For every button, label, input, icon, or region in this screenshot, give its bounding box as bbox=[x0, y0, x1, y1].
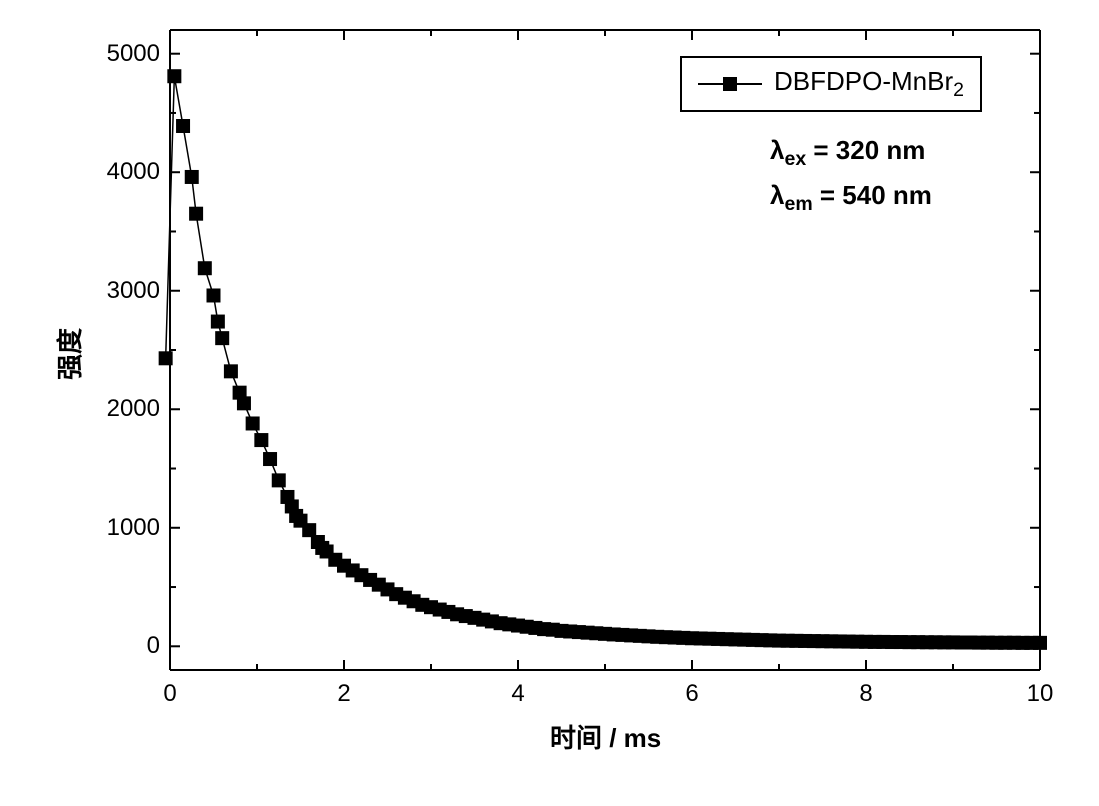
y-tick-label: 4000 bbox=[80, 158, 160, 186]
legend-label: DBFDPO-MnBr2 bbox=[774, 66, 964, 102]
y-tick-label: 3000 bbox=[80, 277, 160, 305]
annotation-0: λex = 320 nm bbox=[770, 135, 925, 171]
x-tick-label: 4 bbox=[498, 680, 538, 708]
x-tick-label: 6 bbox=[672, 680, 712, 708]
y-axis-label: 强度 bbox=[50, 328, 87, 380]
x-tick-label: 0 bbox=[150, 680, 190, 708]
y-tick-label: 5000 bbox=[80, 40, 160, 68]
legend-line-icon bbox=[698, 83, 762, 85]
legend-marker-icon bbox=[723, 77, 737, 91]
decay-chart: 强度 时间 / ms DBFDPO-MnBr2 λex = 320 nm λem … bbox=[0, 0, 1099, 806]
y-tick-label: 1000 bbox=[80, 514, 160, 542]
x-tick-label: 8 bbox=[846, 680, 886, 708]
annotation-1: λem = 540 nm bbox=[770, 180, 932, 216]
x-tick-label: 2 bbox=[324, 680, 364, 708]
legend-box: DBFDPO-MnBr2 bbox=[680, 56, 982, 112]
y-tick-label: 2000 bbox=[80, 395, 160, 423]
y-tick-label: 0 bbox=[80, 632, 160, 660]
x-tick-label: 10 bbox=[1020, 680, 1060, 708]
x-axis-label: 时间 / ms bbox=[550, 718, 661, 755]
